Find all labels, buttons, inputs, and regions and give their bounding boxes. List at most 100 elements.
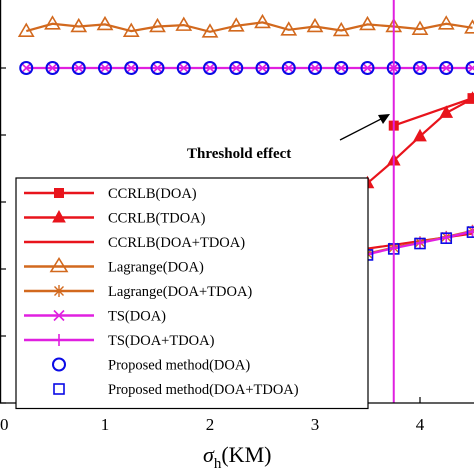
data-point bbox=[332, 21, 350, 37]
data-point bbox=[122, 22, 140, 37]
data-point bbox=[227, 17, 245, 32]
x-tick-label: 0 bbox=[0, 415, 9, 434]
data-point bbox=[440, 232, 453, 244]
data-point bbox=[467, 93, 474, 104]
legend-item-7: Proposed method(DOA) bbox=[52, 357, 250, 374]
annotation-text: Threshold effect bbox=[187, 146, 291, 162]
data-point bbox=[71, 61, 86, 75]
data-point bbox=[306, 17, 324, 33]
legend-label: Proposed method(DOA) bbox=[108, 358, 250, 374]
legend-label: TS(DOA) bbox=[108, 309, 166, 325]
data-point bbox=[439, 61, 454, 75]
series-7 bbox=[19, 61, 474, 75]
legend-swatch-marker bbox=[53, 334, 65, 346]
legend-label: CCRLB(DOA+TDOA) bbox=[108, 235, 245, 251]
data-point bbox=[201, 23, 219, 38]
data-point bbox=[98, 61, 112, 75]
annotation: Threshold effect bbox=[187, 114, 390, 162]
series-line bbox=[26, 21, 473, 33]
data-point bbox=[466, 226, 474, 238]
x-tick-label: 2 bbox=[206, 415, 215, 434]
legend-item-5: TS(DOA) bbox=[24, 309, 166, 325]
data-point bbox=[255, 61, 270, 75]
data-point bbox=[19, 61, 34, 75]
data-point bbox=[281, 61, 296, 75]
x-tick-label: 1 bbox=[101, 415, 110, 434]
data-point bbox=[335, 62, 347, 74]
data-point bbox=[465, 61, 474, 75]
data-point bbox=[151, 62, 164, 74]
x-axis-title-symbol: σ bbox=[203, 442, 215, 467]
data-point bbox=[256, 62, 269, 74]
series-5 bbox=[20, 62, 474, 74]
data-point bbox=[230, 62, 242, 74]
data-point bbox=[45, 61, 60, 75]
legend-item-8: Proposed method(DOA+TDOA) bbox=[53, 382, 299, 398]
data-point bbox=[17, 22, 35, 37]
legend-label: CCRLB(DOA) bbox=[108, 186, 197, 202]
data-point bbox=[229, 61, 244, 75]
legend-label: Lagrange(DOA+TDOA) bbox=[108, 284, 252, 300]
legend-swatch-marker bbox=[54, 188, 64, 198]
legend-swatch-marker bbox=[53, 383, 65, 395]
series-3 bbox=[17, 13, 474, 38]
legend-swatch-marker bbox=[52, 209, 66, 223]
x-axis-title-unit: (KM) bbox=[221, 442, 271, 467]
data-point bbox=[96, 15, 114, 31]
data-point bbox=[413, 61, 427, 75]
legend-swatch-marker bbox=[49, 256, 69, 273]
data-point bbox=[466, 62, 474, 74]
data-point bbox=[254, 13, 271, 29]
data-point bbox=[440, 62, 452, 74]
data-point bbox=[361, 62, 374, 74]
legend-item-0: CCRLB(DOA) bbox=[24, 186, 197, 202]
data-point bbox=[464, 19, 474, 34]
x-axis-title-subscript: h bbox=[214, 456, 222, 472]
data-point bbox=[360, 61, 375, 75]
data-point bbox=[204, 62, 216, 74]
legend-label: CCRLB(TDOA) bbox=[108, 211, 206, 227]
data-point bbox=[46, 62, 59, 74]
legend-item-6: TS(DOA+TDOA) bbox=[24, 333, 215, 349]
x-tick-label: 3 bbox=[311, 415, 320, 434]
data-point bbox=[176, 61, 191, 75]
x-tick-label: 4 bbox=[416, 415, 425, 434]
legend-swatch-marker bbox=[52, 357, 66, 372]
data-point bbox=[414, 237, 426, 250]
data-point bbox=[73, 62, 85, 74]
data-point bbox=[124, 61, 139, 75]
data-point bbox=[150, 61, 165, 75]
legend-item-2: CCRLB(DOA+TDOA) bbox=[24, 235, 245, 251]
data-point bbox=[308, 61, 322, 75]
data-point bbox=[280, 21, 298, 36]
data-point bbox=[334, 61, 349, 75]
data-point bbox=[413, 128, 427, 142]
legend-label: Proposed method(DOA+TDOA) bbox=[108, 382, 299, 398]
legend: CCRLB(DOA) CCRLB(TDOA) CCRLB(DOA+TDOA) Lagr… bbox=[15, 177, 369, 410]
data-point bbox=[411, 20, 429, 35]
data-point bbox=[20, 62, 32, 74]
legend-item-4: Lagrange(DOA+TDOA) bbox=[24, 284, 252, 300]
data-point bbox=[125, 62, 137, 74]
data-point bbox=[283, 62, 295, 74]
data-point bbox=[359, 15, 376, 31]
legend-swatch-marker bbox=[53, 309, 65, 322]
legend-label: Lagrange(DOA) bbox=[108, 260, 204, 276]
data-point bbox=[439, 105, 454, 118]
data-point bbox=[178, 62, 190, 74]
data-point bbox=[203, 61, 217, 75]
legend-item-1: CCRLB(TDOA) bbox=[24, 209, 206, 227]
data-point bbox=[99, 62, 111, 74]
data-point bbox=[70, 17, 88, 33]
data-point bbox=[437, 15, 455, 30]
legend-label: TS(DOA+TDOA) bbox=[108, 333, 215, 349]
data-point bbox=[309, 62, 321, 74]
annotation-arrow-line bbox=[339, 117, 384, 141]
data-point bbox=[414, 62, 426, 74]
x-axis-title: σh(KM) bbox=[203, 442, 271, 472]
legend-swatch-marker bbox=[53, 285, 65, 297]
data-point bbox=[175, 16, 193, 31]
series-line bbox=[393, 97, 473, 127]
data-point bbox=[44, 15, 61, 30]
